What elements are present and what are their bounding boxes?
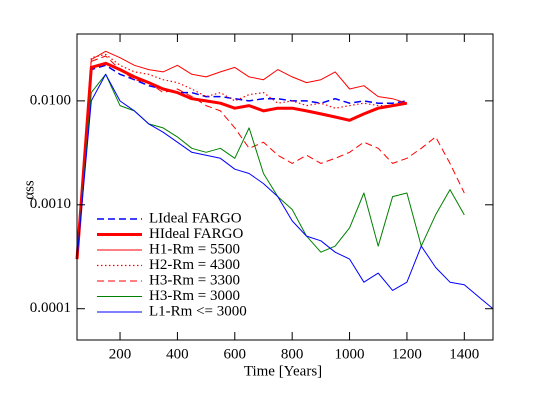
y-axis-label: αss <box>21 180 37 200</box>
legend-label: H3-Rm = 3300 <box>149 272 240 288</box>
plot-frame <box>76 33 494 341</box>
x-tick-label: 400 <box>166 346 189 362</box>
legend-label: HIdeal FARGO <box>149 226 243 242</box>
x-tick-label: 800 <box>281 346 304 362</box>
x-tick-label: 1000 <box>335 346 365 362</box>
legend-label: LIdeal FARGO <box>149 210 242 226</box>
legend-label: L1-Rm <= 3000 <box>149 303 247 319</box>
legend-label: H2-Rm = 4300 <box>149 257 240 273</box>
x-tick-label: 1200 <box>392 346 422 362</box>
x-tick-label: 600 <box>224 346 247 362</box>
series-line <box>76 50 408 260</box>
y-tick-label: 0.0001 <box>30 300 71 316</box>
y-tick-label: 0.0010 <box>30 196 71 212</box>
series-line <box>76 55 465 260</box>
x-tick-label: 1400 <box>449 346 479 362</box>
series-line <box>75 61 408 260</box>
series-line <box>76 73 494 310</box>
y-tick-label: 0.0100 <box>30 92 71 108</box>
legend-label: H1-Rm = 5500 <box>149 241 240 257</box>
series-line <box>76 64 408 260</box>
x-tick-label: 200 <box>109 346 132 362</box>
x-axis-label: Time [Years] <box>244 363 322 379</box>
legend-label: H3-Rm = 3000 <box>149 288 240 304</box>
